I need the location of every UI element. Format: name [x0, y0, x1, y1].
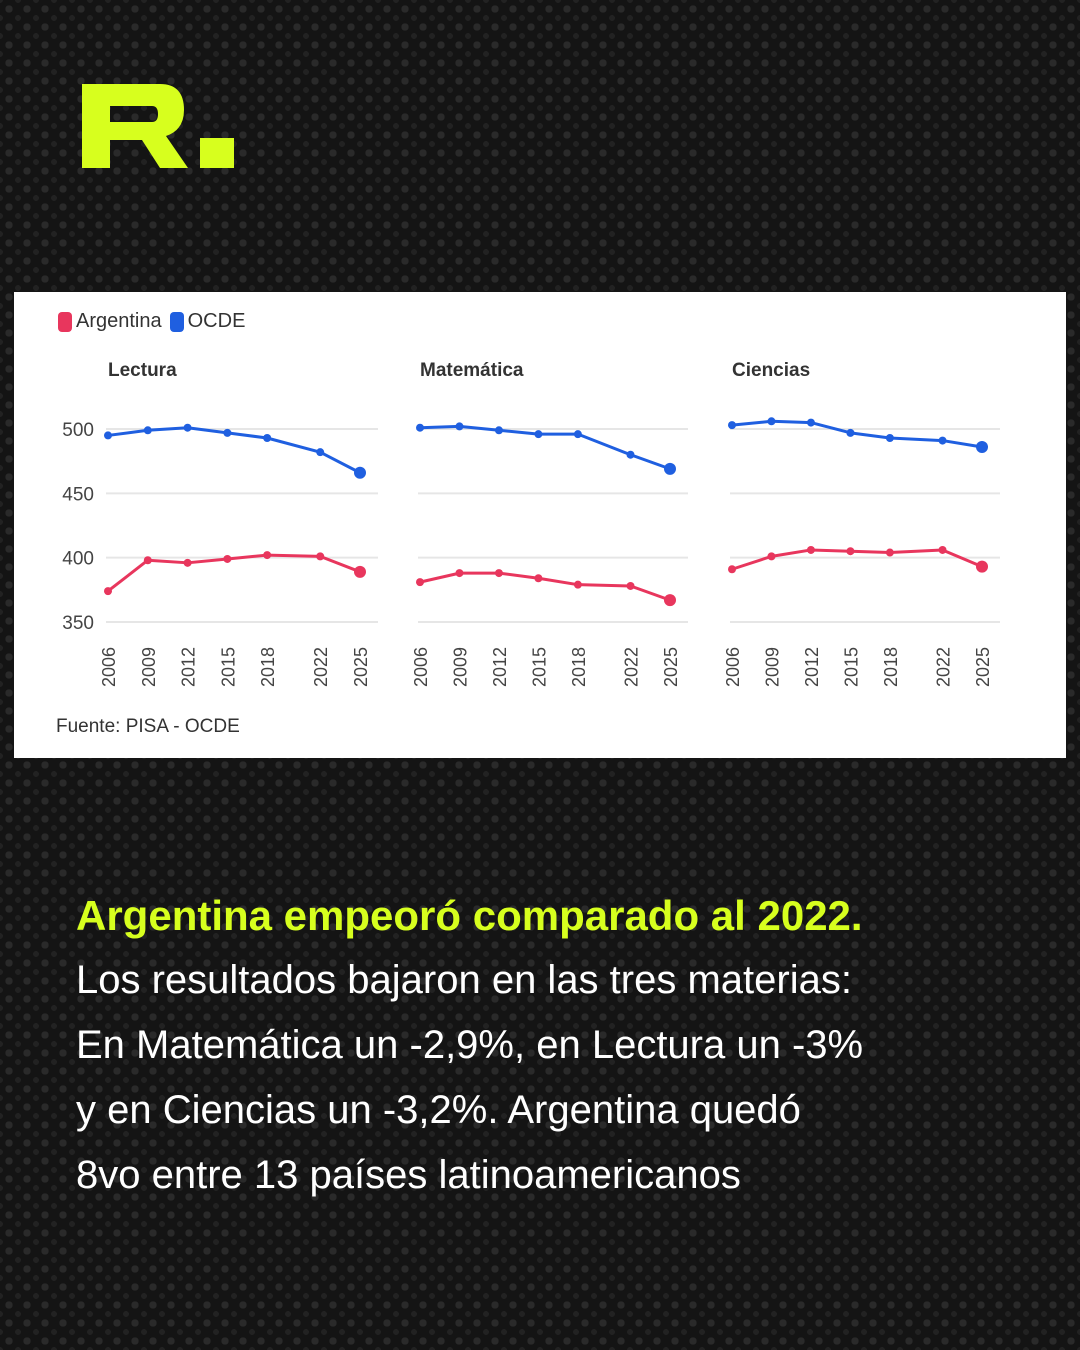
chart-legend: Argentina OCDE — [58, 310, 245, 333]
body-line-3: y en Ciencias un -3,2%. Argentina quedó — [76, 1088, 801, 1132]
y-tick-label: 400 — [62, 549, 94, 570]
data-point-ocde — [455, 422, 464, 431]
data-point-ocde — [806, 418, 815, 427]
x-tick-label: 2006 — [411, 647, 431, 687]
data-point-argentina — [885, 548, 894, 557]
data-point-argentina — [354, 565, 366, 578]
line-charts: 350 400 450 500 2006 2009 2012 2015 2018 2022 2025… — [62, 417, 1000, 687]
x-tick-label: 2015 — [218, 647, 238, 687]
series-line-ocde — [419, 424, 671, 471]
data-point-argentina — [938, 545, 947, 554]
data-point-argentina — [664, 594, 676, 607]
x-tick-label: 2009 — [139, 647, 159, 687]
body-line-1: Los resultados bajaron en las tres mater… — [76, 958, 852, 1002]
x-tick-label: 2009 — [450, 647, 470, 687]
panel-title-lectura: Lectura — [108, 360, 177, 381]
panel-title-ciencias: Ciencias — [732, 360, 811, 381]
data-point-argentina — [846, 547, 855, 556]
legend-item-argentina: Argentina — [58, 310, 162, 333]
data-point-ocde — [938, 436, 947, 445]
data-point-ocde — [354, 466, 366, 479]
x-tick-label: 2006 — [99, 647, 119, 687]
data-point-ocde — [976, 441, 988, 454]
data-point-ocde — [316, 448, 325, 457]
data-point-ocde — [534, 430, 543, 439]
data-point-ocde — [767, 417, 776, 426]
data-point-ocde — [626, 450, 635, 459]
data-point-ocde — [846, 428, 855, 437]
caption-block: Argentina empeoró comparado al 2022. Los… — [76, 884, 1026, 1208]
x-tick-label: 2022 — [934, 647, 954, 687]
data-point-ocde — [223, 428, 232, 437]
x-tick-label: 2015 — [841, 647, 861, 687]
data-point-ocde — [143, 426, 152, 435]
data-point-argentina — [263, 551, 272, 560]
chart-card: Argentina OCDE Lectura Matemática Cienci… — [14, 292, 1066, 758]
data-point-argentina — [626, 581, 635, 590]
data-point-argentina — [534, 574, 543, 583]
x-tick-label: 2018 — [881, 647, 901, 687]
x-tick-label: 2012 — [179, 647, 199, 687]
x-tick-label: 2025 — [973, 647, 993, 687]
x-tick-label: 2009 — [762, 647, 782, 687]
data-point-ocde — [885, 434, 894, 443]
data-point-argentina — [223, 554, 232, 563]
data-point-argentina — [104, 587, 112, 596]
data-point-argentina — [416, 578, 424, 587]
data-point-argentina — [143, 556, 152, 565]
x-tick-label: 2015 — [529, 647, 549, 687]
data-point-ocde — [183, 423, 192, 432]
x-tick-label: 2012 — [802, 647, 822, 687]
x-tick-label: 2022 — [622, 647, 642, 687]
data-point-ocde — [573, 430, 582, 439]
data-point-ocde — [494, 426, 503, 435]
data-point-argentina — [183, 558, 192, 567]
legend-item-ocde: OCDE — [169, 310, 246, 333]
data-point-ocde — [263, 434, 272, 443]
legend-label-ocde: OCDE — [187, 310, 246, 332]
data-point-argentina — [316, 552, 325, 561]
x-tick-label: 2025 — [661, 647, 681, 687]
data-point-ocde — [664, 462, 676, 475]
legend-swatch-argentina — [58, 311, 72, 332]
data-point-argentina — [767, 552, 776, 561]
x-tick-label: 2012 — [490, 647, 510, 687]
x-tick-label: 2006 — [723, 647, 743, 687]
x-tick-label: 2025 — [351, 647, 371, 687]
body-line-2: En Matemática un -2,9%, en Lectura un -3… — [76, 1023, 864, 1067]
x-tick-label: 2018 — [569, 647, 589, 687]
data-point-argentina — [976, 560, 988, 573]
legend-swatch-ocde — [169, 311, 184, 332]
x-tick-label: 2022 — [311, 647, 331, 687]
data-point-argentina — [455, 569, 464, 578]
y-tick-label: 450 — [62, 484, 94, 505]
legend-label-argentina: Argentina — [76, 310, 162, 332]
data-point-argentina — [573, 580, 582, 589]
x-tick-label: 2018 — [258, 647, 278, 687]
y-tick-label: 350 — [62, 613, 94, 634]
headline: Argentina empeoró comparado al 2022. — [76, 892, 863, 939]
data-point-ocde — [728, 421, 736, 430]
body-line-4: 8vo entre 13 países latinoamericanos — [76, 1153, 741, 1197]
data-point-ocde — [104, 431, 112, 440]
source-note: Fuente: PISA - OCDE — [56, 716, 240, 737]
y-tick-label: 500 — [62, 420, 94, 441]
data-point-ocde — [416, 423, 424, 432]
data-point-argentina — [806, 545, 815, 554]
brand-logo — [82, 84, 234, 168]
data-point-argentina — [728, 565, 736, 574]
data-point-argentina — [494, 569, 503, 578]
panel-title-matematica: Matemática — [420, 360, 524, 381]
